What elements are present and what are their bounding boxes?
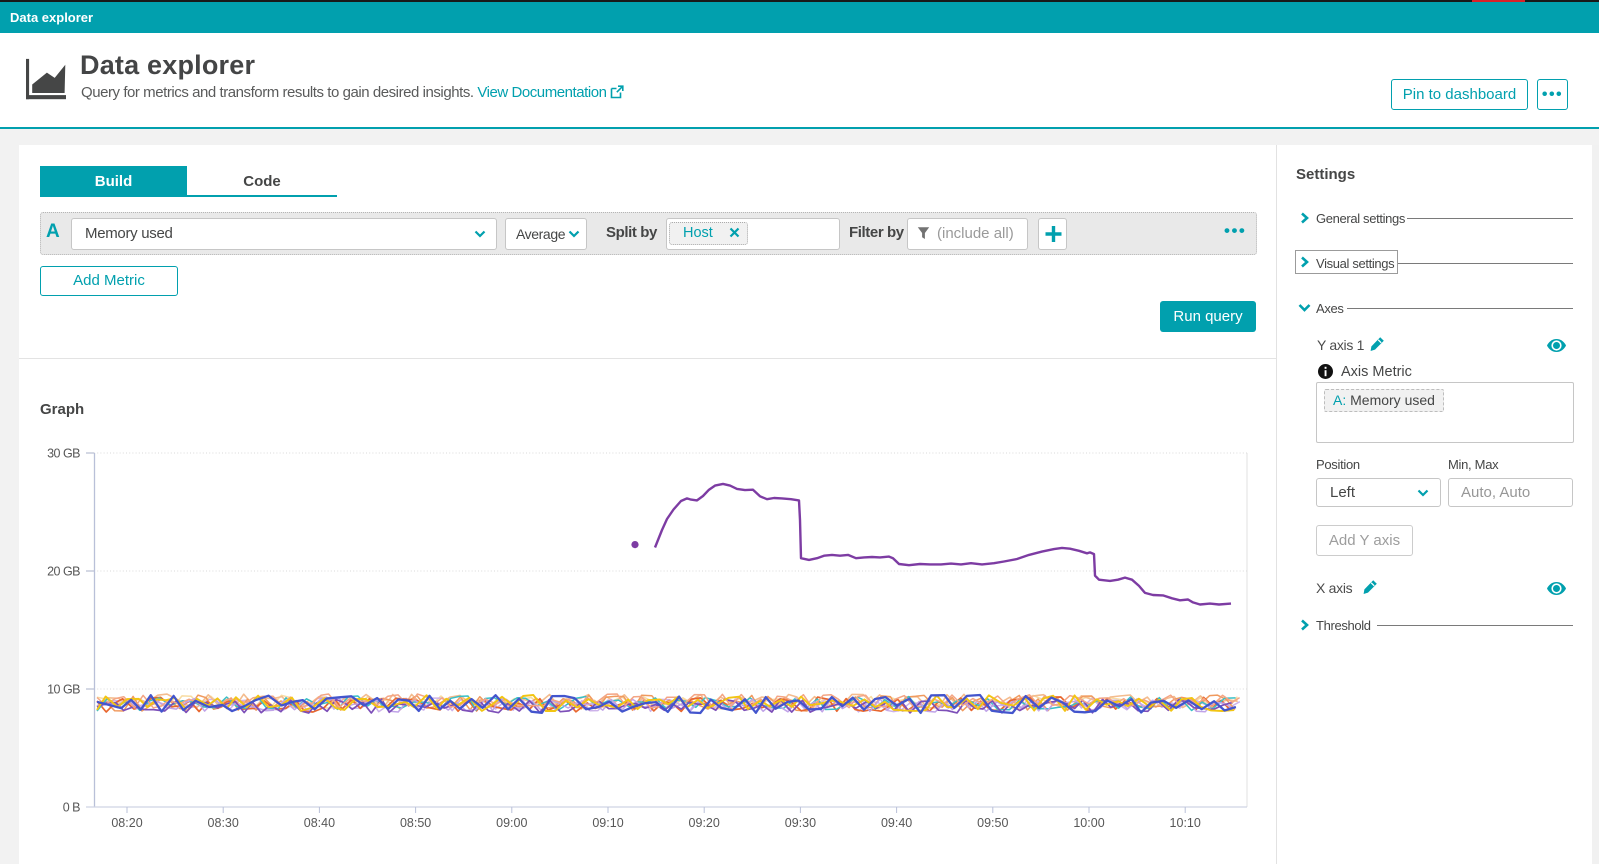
svg-text:20 GB: 20 GB: [47, 565, 80, 579]
svg-text:10:00: 10:00: [1073, 816, 1104, 830]
svg-text:10:10: 10:10: [1170, 816, 1201, 830]
svg-text:10 GB: 10 GB: [47, 683, 80, 697]
svg-text:08:20: 08:20: [111, 816, 142, 830]
svg-text:09:20: 09:20: [689, 816, 720, 830]
svg-text:08:40: 08:40: [304, 816, 335, 830]
svg-text:09:00: 09:00: [496, 816, 527, 830]
svg-text:30 GB: 30 GB: [47, 447, 80, 461]
svg-text:09:30: 09:30: [785, 816, 816, 830]
svg-text:0 B: 0 B: [63, 801, 80, 815]
svg-text:08:30: 08:30: [208, 816, 239, 830]
svg-text:09:10: 09:10: [592, 816, 623, 830]
svg-text:09:50: 09:50: [977, 816, 1008, 830]
svg-text:08:50: 08:50: [400, 816, 431, 830]
svg-text:09:40: 09:40: [881, 816, 912, 830]
